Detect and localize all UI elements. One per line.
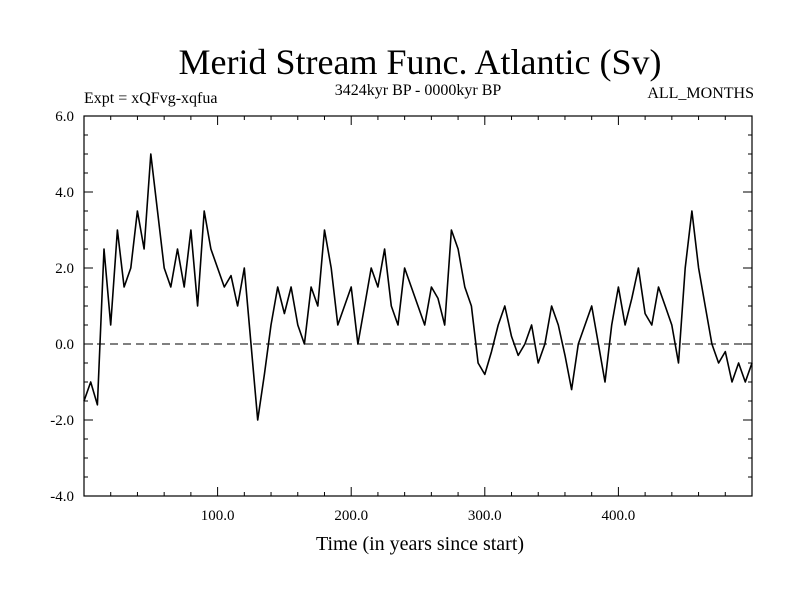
chart-subtitle-left: Expt = xQFvg-xqfua xyxy=(84,90,217,107)
x-tick-label: 300.0 xyxy=(468,508,502,524)
y-tick-label: -2.0 xyxy=(50,413,74,429)
x-tick-label: 400.0 xyxy=(602,508,636,524)
y-tick-label: 2.0 xyxy=(55,261,74,277)
y-tick-label: 0.0 xyxy=(55,337,74,353)
x-axis-label: Time (in years since start) xyxy=(316,533,524,555)
y-tick-label: -4.0 xyxy=(50,489,74,505)
x-tick-label: 100.0 xyxy=(201,508,235,524)
y-tick-label: 6.0 xyxy=(55,109,74,125)
chart-subtitle-center: 3424kyr BP - 0000kyr BP xyxy=(335,82,502,99)
chart-title: Merid Stream Func. Atlantic (Sv) xyxy=(179,42,662,82)
chart-subtitle-right: ALL_MONTHS xyxy=(647,85,754,102)
series-line-0 xyxy=(83,153,753,421)
y-tick-label: 4.0 xyxy=(55,185,74,201)
x-tick-label: 200.0 xyxy=(334,508,368,524)
